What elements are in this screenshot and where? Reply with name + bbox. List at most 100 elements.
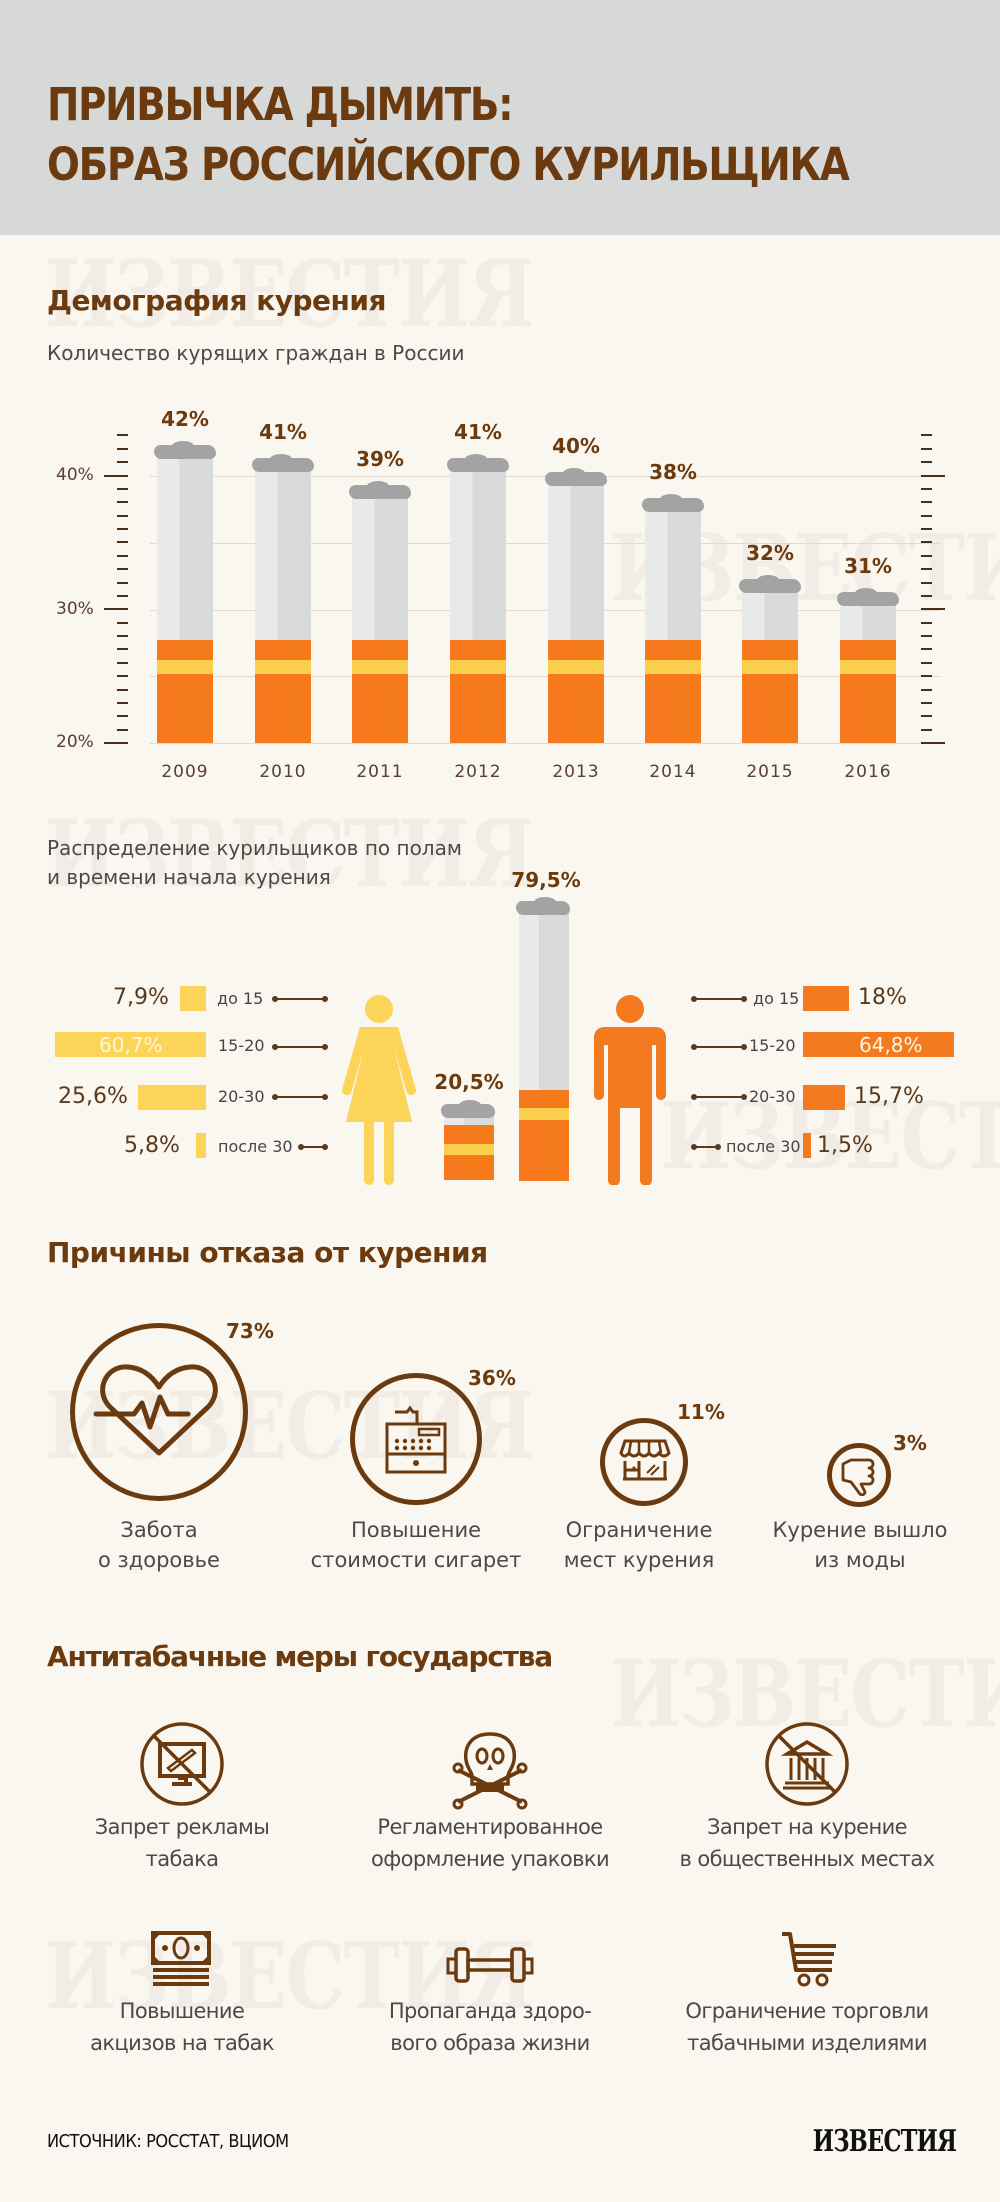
- reason-label-fashion: Курение вышло из моды: [772, 1518, 948, 1573]
- female-value-after30: 5,8%: [124, 1133, 180, 1158]
- y-axis-tick: [117, 729, 128, 731]
- y-axis-tick: [921, 595, 932, 597]
- male-age-after30: после 30: [726, 1137, 801, 1156]
- bar-value-label: 38%: [649, 460, 697, 485]
- gridline-20: [150, 743, 940, 744]
- female-age-after30: после 30: [218, 1137, 293, 1156]
- y-axis-tick: [117, 715, 128, 717]
- female-age-20-30: 20-30: [218, 1087, 265, 1106]
- bar-value-label: 42%: [161, 406, 209, 431]
- female-value-under15: 7,9%: [113, 985, 169, 1010]
- measure-label-packaging: Регламентированное оформление упаковки: [370, 1815, 610, 1871]
- y-axis-tick: [104, 608, 128, 610]
- y-axis-tick: [104, 742, 128, 744]
- connector-line: [272, 1094, 328, 1100]
- y-axis-tick: [117, 662, 128, 664]
- female-value-20-30: 25,6%: [58, 1084, 128, 1109]
- y-axis-tick: [117, 702, 128, 704]
- bar-value-label: 41%: [454, 420, 502, 445]
- y-tick-label-20: 20%: [56, 732, 94, 752]
- page-title-line-1: ПРИВЫЧКА ДЫМИТЬ:: [47, 78, 514, 131]
- cigarette-bar-2009: [154, 440, 216, 743]
- y-axis-tick: [104, 475, 128, 477]
- page-title-line-2: ОБРАЗ РОССИЙСКОГО КУРИЛЬЩИКА: [47, 138, 850, 191]
- y-axis-tick: [117, 488, 128, 490]
- female-total-label: 20,5%: [434, 1070, 504, 1094]
- y-axis-tick: [921, 702, 932, 704]
- female-age-under15: до 15: [217, 989, 264, 1008]
- connector-line: [298, 1144, 328, 1150]
- measure-label-public: Запрет на курение в общественных местах: [679, 1815, 935, 1871]
- connector-line: [691, 1144, 721, 1150]
- y-axis-tick: [921, 689, 932, 691]
- connector-line: [691, 996, 747, 1002]
- male-bar-20-30: [803, 1085, 845, 1110]
- y-axis-tick: [921, 648, 932, 650]
- y-axis-tick: [117, 648, 128, 650]
- cigarette-bar-2013: [545, 467, 607, 743]
- no-public-building-icon: [765, 1722, 849, 1806]
- connector-line: [272, 1044, 328, 1050]
- chart-title-gender-line-1: Распределение курильщиков по полам: [47, 836, 462, 860]
- reason-percent-places: 11%: [677, 1400, 725, 1424]
- y-axis-tick: [921, 662, 932, 664]
- measure-label-healthy-lifestyle: Пропаганда здоро- вого образа жизни: [388, 1999, 592, 2055]
- x-tick-year: 2009: [161, 762, 209, 782]
- connector-line: [691, 1094, 747, 1100]
- gridline-30: [150, 610, 940, 611]
- female-value-15-20: 60,7%: [99, 1033, 163, 1057]
- female-figure-icon: [342, 995, 416, 1185]
- x-tick-year: 2013: [552, 762, 600, 782]
- header-banner: ПРИВЫЧКА ДЫМИТЬ: ОБРАЗ РОССИЙСКОГО КУРИЛ…: [0, 0, 1000, 235]
- male-cigarette-bar: [516, 897, 575, 1181]
- y-axis-tick: [921, 582, 932, 584]
- bar-value-label: 40%: [552, 433, 600, 458]
- measure-label-ads: Запрет рекламы табака: [94, 1815, 270, 1871]
- y-axis-tick: [117, 555, 128, 557]
- y-axis-tick: [117, 448, 128, 450]
- male-age-15-20: 15-20: [749, 1036, 796, 1055]
- reason-circle-places: [600, 1418, 688, 1506]
- cash-register-icon: [385, 1405, 447, 1474]
- reason-percent-price: 36%: [468, 1366, 516, 1390]
- watermark: ИЗВЕСТИЯ: [45, 1922, 534, 2030]
- reason-circle-health: [70, 1323, 248, 1501]
- y-axis-tick: [921, 488, 932, 490]
- y-axis-tick: [117, 515, 128, 517]
- y-axis-tick: [921, 729, 932, 731]
- storefront-icon: [619, 1439, 671, 1481]
- cigarette-bar-2014: [642, 494, 704, 743]
- x-tick-year: 2011: [356, 762, 404, 782]
- reason-circle-price: [350, 1373, 482, 1505]
- bar-value-label: 32%: [746, 540, 794, 565]
- y-axis-tick: [921, 622, 932, 624]
- x-tick-year: 2015: [746, 762, 794, 782]
- y-axis-tick: [117, 595, 128, 597]
- y-axis-tick: [117, 434, 128, 436]
- male-figure-icon: [594, 995, 666, 1185]
- connector-line: [691, 1044, 747, 1050]
- female-age-15-20: 15-20: [218, 1036, 265, 1055]
- y-axis-tick: [117, 528, 128, 530]
- male-total-label: 79,5%: [511, 868, 581, 892]
- y-axis-tick: [117, 568, 128, 570]
- y-tick-label-40: 40%: [56, 465, 94, 485]
- cigarette-bar-2010: [252, 454, 314, 743]
- y-axis-tick: [921, 568, 932, 570]
- x-tick-year: 2012: [454, 762, 502, 782]
- reason-label-health: Забота о здоровье: [98, 1518, 220, 1573]
- y-axis-tick: [921, 635, 932, 637]
- source-note: ИСТОЧНИК: РОССТАТ, ВЦИОМ: [47, 2131, 289, 2152]
- thumbs-down-icon: [841, 1458, 875, 1496]
- y-axis-tick: [921, 742, 945, 744]
- dumbbell-icon: [446, 1947, 534, 1983]
- male-value-after30: 1,5%: [817, 1133, 873, 1158]
- y-axis-tick: [921, 515, 932, 517]
- male-value-under15: 18%: [858, 985, 907, 1010]
- cigarette-bar-2012: [447, 454, 509, 743]
- female-bar-under15: [180, 986, 206, 1011]
- watermark: ИЗВЕСТИЯ: [45, 800, 534, 908]
- measure-label-trade: Ограничение торговли табачными изделиями: [685, 1999, 929, 2055]
- cigarette-bar-2015: [739, 574, 801, 743]
- chart-title-gender-line-2: и времени начала курения: [47, 865, 331, 889]
